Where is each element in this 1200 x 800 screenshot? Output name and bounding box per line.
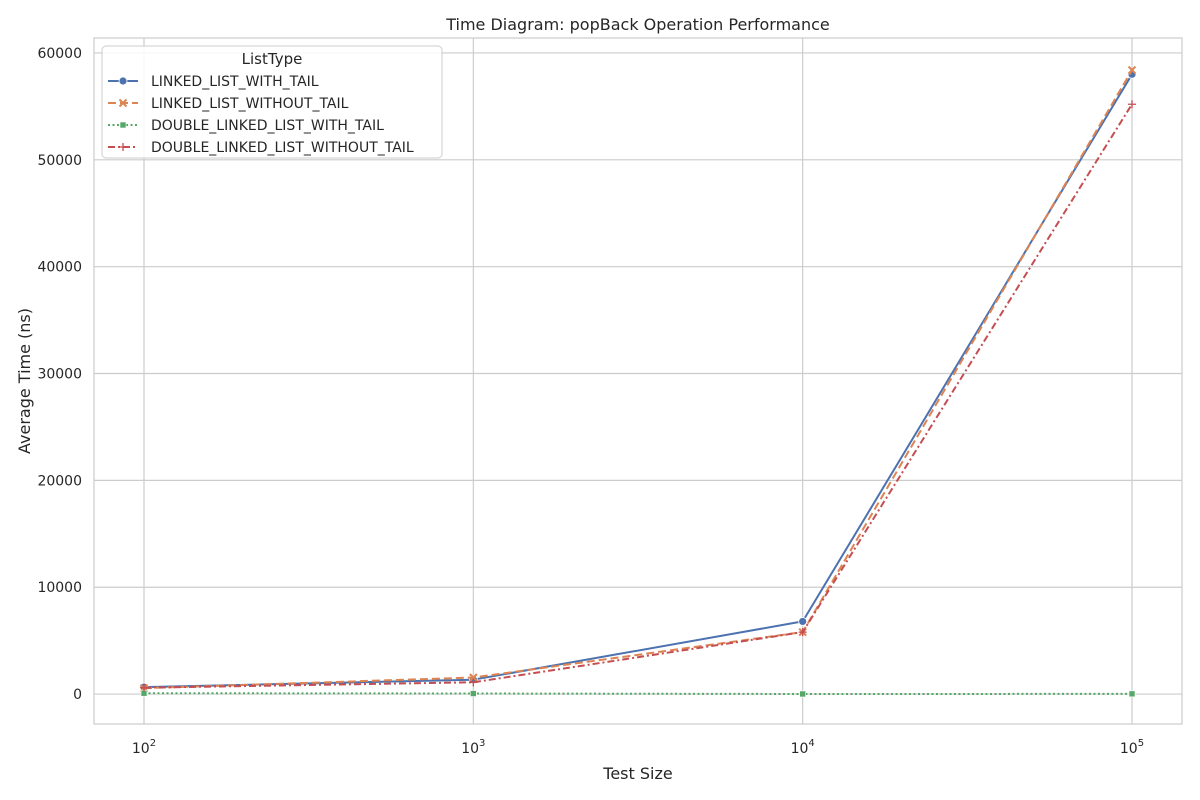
data-point [798,617,808,626]
y-tick-label: 10000 [37,580,82,596]
legend-label: LINKED_LIST_WITHOUT_TAIL [151,96,349,112]
y-axis-label: Average Time (ns) [15,308,34,454]
x-axis-label: Test Size [602,764,672,783]
y-tick-label: 40000 [37,260,82,276]
x-tick-label: 103 [461,738,485,757]
y-tick-label: 50000 [37,153,82,169]
legend-label: LINKED_LIST_WITH_TAIL [151,74,319,90]
y-tick-label: 60000 [37,46,82,62]
legend-marker [119,121,127,129]
tick-labels: 102 103 104 105 0 10000 20000 30000 40000 50000 60… [37,46,1144,757]
series-line [143,73,1133,689]
legend: ListType LINKED_LIST_WITH_TAIL LINKED_LIS… [101,45,443,159]
legend-label: DOUBLE_LINKED_LIST_WITHOUT_TAIL [151,140,414,156]
x-tick-label: 105 [1120,738,1144,757]
legend-item: DOUBLE_LINKED_LIST_WITHOUT_TAIL [108,140,414,156]
data-point [469,673,478,682]
data-point [470,690,477,697]
chart-title: Time Diagram: popBack Operation Performa… [445,15,830,34]
plot-frame [93,37,1183,725]
legend-title: ListType [242,50,303,68]
series-line [143,69,1133,690]
series-group [139,65,1137,698]
y-tick-label: 20000 [37,473,82,489]
x-tick-label: 102 [132,738,156,757]
legend-item: LINKED_LIST_WITH_TAIL [108,74,319,90]
series-group [140,689,1136,698]
series-group [139,69,1137,692]
data-point [799,690,806,698]
legend-item: LINKED_LIST_WITHOUT_TAIL [108,96,349,112]
legend-marker [118,98,128,108]
y-tick-label: 0 [73,687,82,703]
legend-label: DOUBLE_LINKED_LIST_WITH_TAIL [151,118,384,134]
data-point [1127,65,1137,75]
data-point [140,683,148,692]
data-point [1128,690,1136,698]
legend-marker [118,76,128,86]
data-point [1128,100,1136,109]
series-line [143,103,1133,689]
x-tick-label: 104 [791,738,815,757]
data-point [469,678,478,687]
legend-item: DOUBLE_LINKED_LIST_WITH_TAIL [108,118,384,134]
series-group [140,100,1136,692]
legend-marker [119,143,127,151]
legend-box [101,45,443,159]
y-tick-label: 30000 [37,367,82,383]
data-point [798,628,807,637]
